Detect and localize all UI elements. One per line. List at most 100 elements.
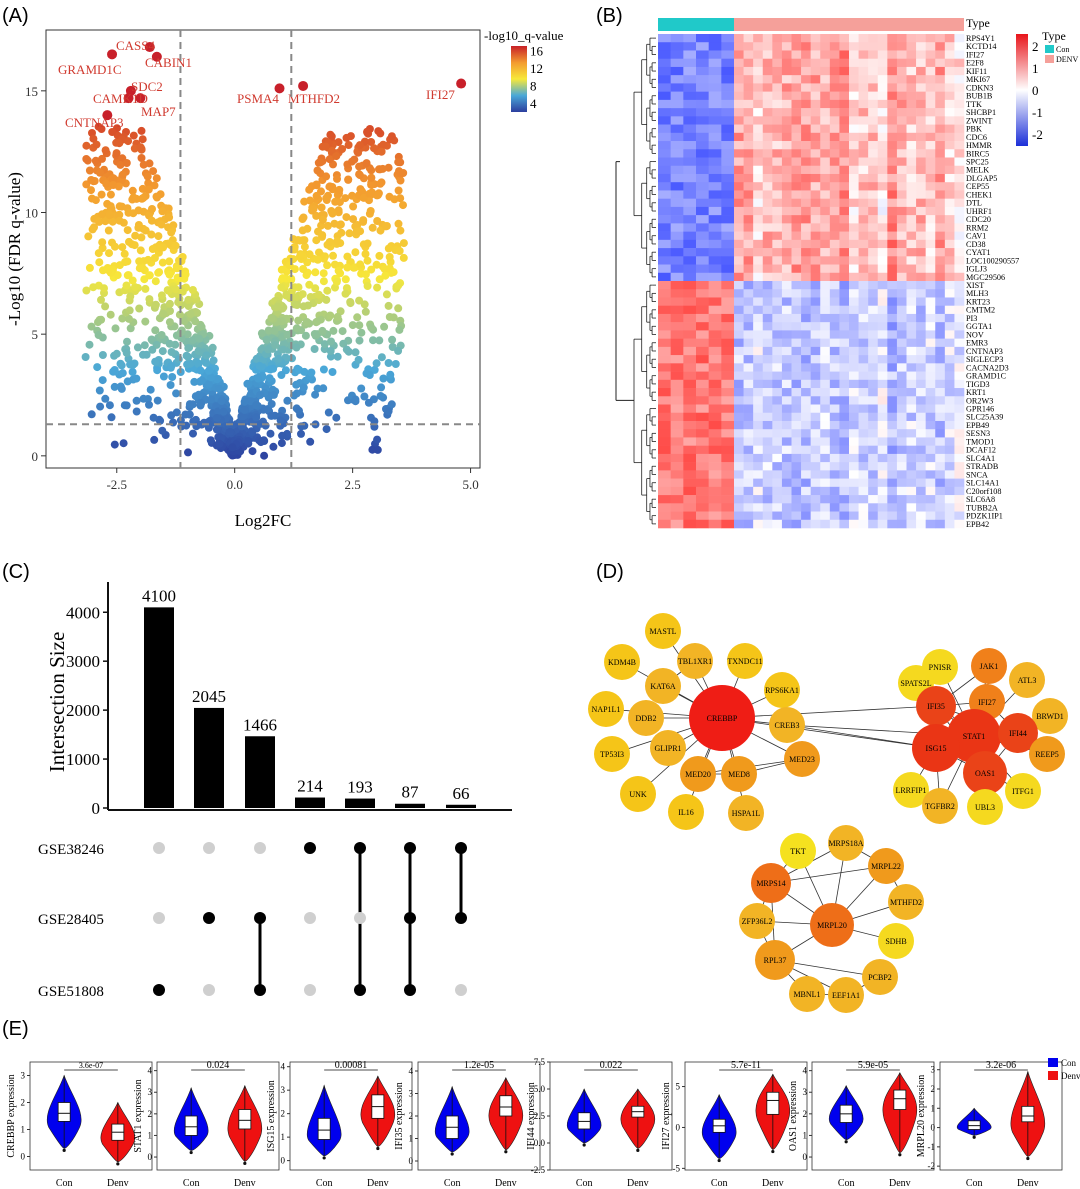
y-tick-label: 10: [25, 206, 38, 221]
heatmap-cell: [868, 486, 879, 496]
heatmap-cell: [849, 34, 859, 43]
heatmap-cell: [743, 75, 754, 84]
volcano-point: [277, 439, 286, 448]
heatmap-cell: [683, 511, 697, 521]
heatmap-cell: [721, 91, 735, 101]
violin-outlier-con: [322, 1156, 326, 1160]
heatmap-cell: [743, 223, 754, 232]
heatmap-gene-label: EMR3: [966, 339, 988, 348]
heatmap-cell: [916, 116, 926, 125]
heatmap-cell: [721, 363, 735, 372]
volcano-point: [186, 309, 195, 318]
heatmap-cell: [877, 379, 888, 389]
network-node: [764, 672, 800, 708]
heatmap-cell: [858, 264, 869, 274]
heatmap-cell: [877, 231, 888, 241]
heatmap-cell: [849, 66, 859, 76]
heatmap-cell: [877, 486, 888, 496]
heatmap-cell: [887, 215, 898, 224]
network-node-label: CREB3: [775, 721, 800, 730]
heatmap-cell: [925, 478, 936, 488]
heatmap-cell: [829, 58, 840, 68]
heatmap-cell: [708, 198, 722, 208]
heatmap-cell: [944, 281, 955, 290]
heatmap-cell: [781, 165, 792, 175]
heatmap-cell: [696, 206, 709, 216]
heatmap-cell: [887, 141, 898, 150]
heatmap-cell: [743, 239, 754, 249]
heatmap-cell: [683, 503, 697, 512]
heatmap-cell: [721, 495, 735, 504]
heatmap-cell: [801, 404, 811, 414]
heatmap-cell: [801, 173, 811, 183]
heatmap-cell: [944, 182, 955, 191]
volcano-point: [335, 221, 344, 229]
heatmap-cell: [858, 404, 869, 414]
heatmap-cell: [868, 445, 879, 455]
heatmap-cell: [925, 289, 936, 298]
violin-y-tick-label: 1: [803, 1130, 808, 1140]
heatmap-gene-label: PBK: [966, 125, 982, 134]
volcano-point: [144, 185, 153, 194]
heatmap-cell: [944, 388, 955, 397]
heatmap-cell: [801, 206, 811, 216]
heatmap-cell: [877, 239, 888, 249]
violin-pvalue: 0.022: [600, 1060, 623, 1071]
heatmap-cell: [696, 198, 709, 208]
heatmap-cell: [772, 420, 783, 430]
heatmap-cell: [877, 272, 888, 282]
volcano-point: [184, 295, 193, 304]
heatmap-cell: [935, 495, 946, 504]
heatmap-cell: [670, 132, 684, 142]
heatmap-cell: [829, 264, 840, 274]
heatmap-cell: [791, 371, 802, 381]
heatmap-cell: [743, 256, 754, 265]
network-node-label: ITFG1: [1012, 787, 1034, 796]
network-node: [650, 730, 686, 766]
heatmap-cell: [858, 42, 869, 51]
heatmap-cell: [658, 305, 671, 315]
heatmap-cell: [753, 173, 764, 183]
heatmap-cell: [801, 289, 811, 298]
heatmap-cell: [858, 157, 869, 167]
volcano-point: [93, 363, 102, 372]
heatmap-cell: [658, 182, 671, 191]
heatmap-cell: [887, 330, 898, 339]
volcano-point: [326, 352, 335, 361]
volcano-point: [96, 402, 105, 411]
heatmap-cell: [849, 165, 859, 175]
heatmap-cell: [753, 141, 764, 150]
heatmap-cell: [696, 330, 709, 339]
volcano-point: [121, 258, 130, 266]
heatmap-cell: [772, 215, 783, 224]
heatmap-cell: [839, 149, 850, 158]
volcano-point: [381, 222, 390, 231]
heatmap-cell: [849, 248, 859, 257]
heatmap-cell: [743, 116, 754, 125]
heatmap-colorbar-tick: 2: [1032, 39, 1039, 54]
heatmap-cell: [944, 346, 955, 356]
heatmap-cell: [896, 173, 907, 183]
volcano-point: [292, 324, 301, 333]
heatmap-cell: [791, 58, 802, 68]
violin-y-tick-label: 0: [21, 1152, 26, 1162]
heatmap-cell: [877, 182, 888, 191]
heatmap-cell: [708, 470, 722, 479]
upset-bar: [144, 607, 174, 808]
heatmap-cell: [944, 206, 955, 216]
volcano-point: [115, 202, 124, 211]
volcano-point: [254, 374, 263, 383]
volcano-point: [305, 280, 314, 289]
heatmap-gene-label: ZWINT: [966, 116, 992, 125]
heatmap-cell: [734, 42, 744, 51]
heatmap-cell: [868, 58, 879, 68]
heatmap-cell: [810, 297, 821, 306]
violin-box-denv: [766, 1091, 780, 1115]
volcano-point: [123, 377, 132, 386]
heatmap-cell: [743, 338, 754, 348]
heatmap-cell: [954, 322, 965, 331]
volcano-point: [292, 343, 301, 352]
heatmap-cell: [858, 322, 869, 331]
heatmap-cell: [743, 486, 754, 496]
violin-outlier-denv: [116, 1162, 120, 1166]
